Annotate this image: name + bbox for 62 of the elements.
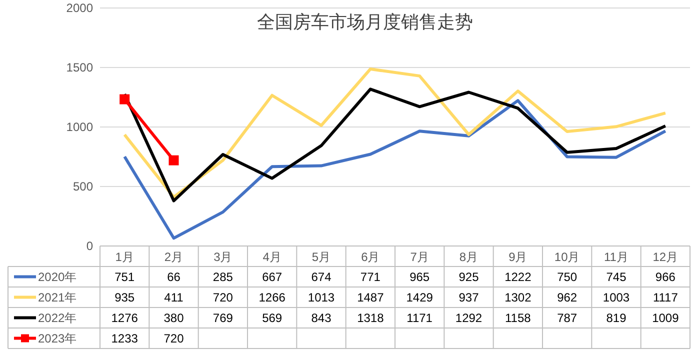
data-label: 720 <box>212 290 234 304</box>
x-tick-label: 6月 <box>361 250 380 264</box>
data-label: 674 <box>311 270 332 284</box>
data-label: 769 <box>212 310 234 325</box>
data-label: 1266 <box>258 290 286 304</box>
data-label: 1171 <box>406 310 433 325</box>
data-label: 965 <box>410 270 430 284</box>
data-label: 667 <box>262 270 282 284</box>
line-series <box>123 68 667 199</box>
data-label: 720 <box>164 331 184 346</box>
data-label: 751 <box>114 270 135 284</box>
x-tick-label: 1月 <box>115 250 134 264</box>
x-tick-label: 11月 <box>604 250 628 264</box>
data-label: 411 <box>164 290 184 304</box>
data-label: 787 <box>557 310 578 325</box>
data-label: 66 <box>167 270 181 284</box>
data-label: 843 <box>311 310 332 325</box>
line-series <box>123 99 667 240</box>
y-tick-label: 500 <box>72 180 94 194</box>
data-label: 937 <box>458 290 480 304</box>
x-tick-label: 10月 <box>554 250 580 264</box>
data-label: 380 <box>164 310 184 325</box>
data-label: 1013 <box>308 290 335 304</box>
y-tick-label: 1000 <box>66 120 94 134</box>
data-label: 1233 <box>111 331 138 346</box>
data-label: 935 <box>114 290 135 304</box>
x-tick-label: 4月 <box>262 250 282 264</box>
data-label: 285 <box>212 270 234 284</box>
data-label: 1302 <box>504 290 532 304</box>
y-tick-label: 2000 <box>66 1 94 15</box>
y-tick-label: 1500 <box>66 60 94 74</box>
data-label: 1158 <box>505 310 532 325</box>
data-label: 1292 <box>455 310 482 325</box>
data-label: 750 <box>557 270 578 284</box>
data-label: 1222 <box>504 270 532 284</box>
x-tick-label: 9月 <box>508 250 528 264</box>
data-label: 1117 <box>652 290 678 304</box>
x-tick-label: 3月 <box>214 250 232 264</box>
data-label: 569 <box>262 310 282 325</box>
x-tick-label: 2月 <box>164 250 184 264</box>
x-tick-label: 5月 <box>312 250 331 264</box>
data-label: 1429 <box>406 290 434 304</box>
data-label: 1318 <box>357 310 384 325</box>
data-label: 1276 <box>111 310 138 325</box>
x-tick-label: 12月 <box>652 250 678 264</box>
legend-label: 2022年 <box>38 310 77 325</box>
chart-title: 全国房车市场月度销售走势 <box>257 12 473 32</box>
data-label: 1487 <box>357 290 384 304</box>
data-label: 925 <box>458 270 480 284</box>
data-label: 771 <box>360 270 381 284</box>
y-tick-label: 0 <box>86 239 94 253</box>
legend-label: 2023年 <box>38 331 77 346</box>
data-label: 1009 <box>652 310 680 325</box>
data-label: 745 <box>606 270 627 284</box>
data-label: 819 <box>606 310 627 325</box>
legend-label: 2021年 <box>38 290 77 304</box>
data-label: 962 <box>557 290 578 304</box>
data-label: 1003 <box>602 290 630 304</box>
data-label: 966 <box>655 270 676 284</box>
legend-label: 2020年 <box>38 270 77 284</box>
x-tick-label: 7月 <box>410 250 429 264</box>
x-tick-label: 8月 <box>459 250 478 264</box>
